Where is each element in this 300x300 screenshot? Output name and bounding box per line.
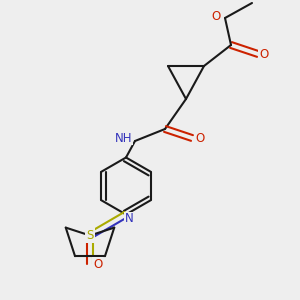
Text: NH: NH (115, 131, 132, 145)
Text: O: O (211, 10, 220, 23)
Text: S: S (86, 229, 94, 242)
Text: N: N (124, 212, 134, 226)
Text: O: O (260, 47, 268, 61)
Text: O: O (93, 257, 102, 271)
Text: O: O (195, 131, 204, 145)
